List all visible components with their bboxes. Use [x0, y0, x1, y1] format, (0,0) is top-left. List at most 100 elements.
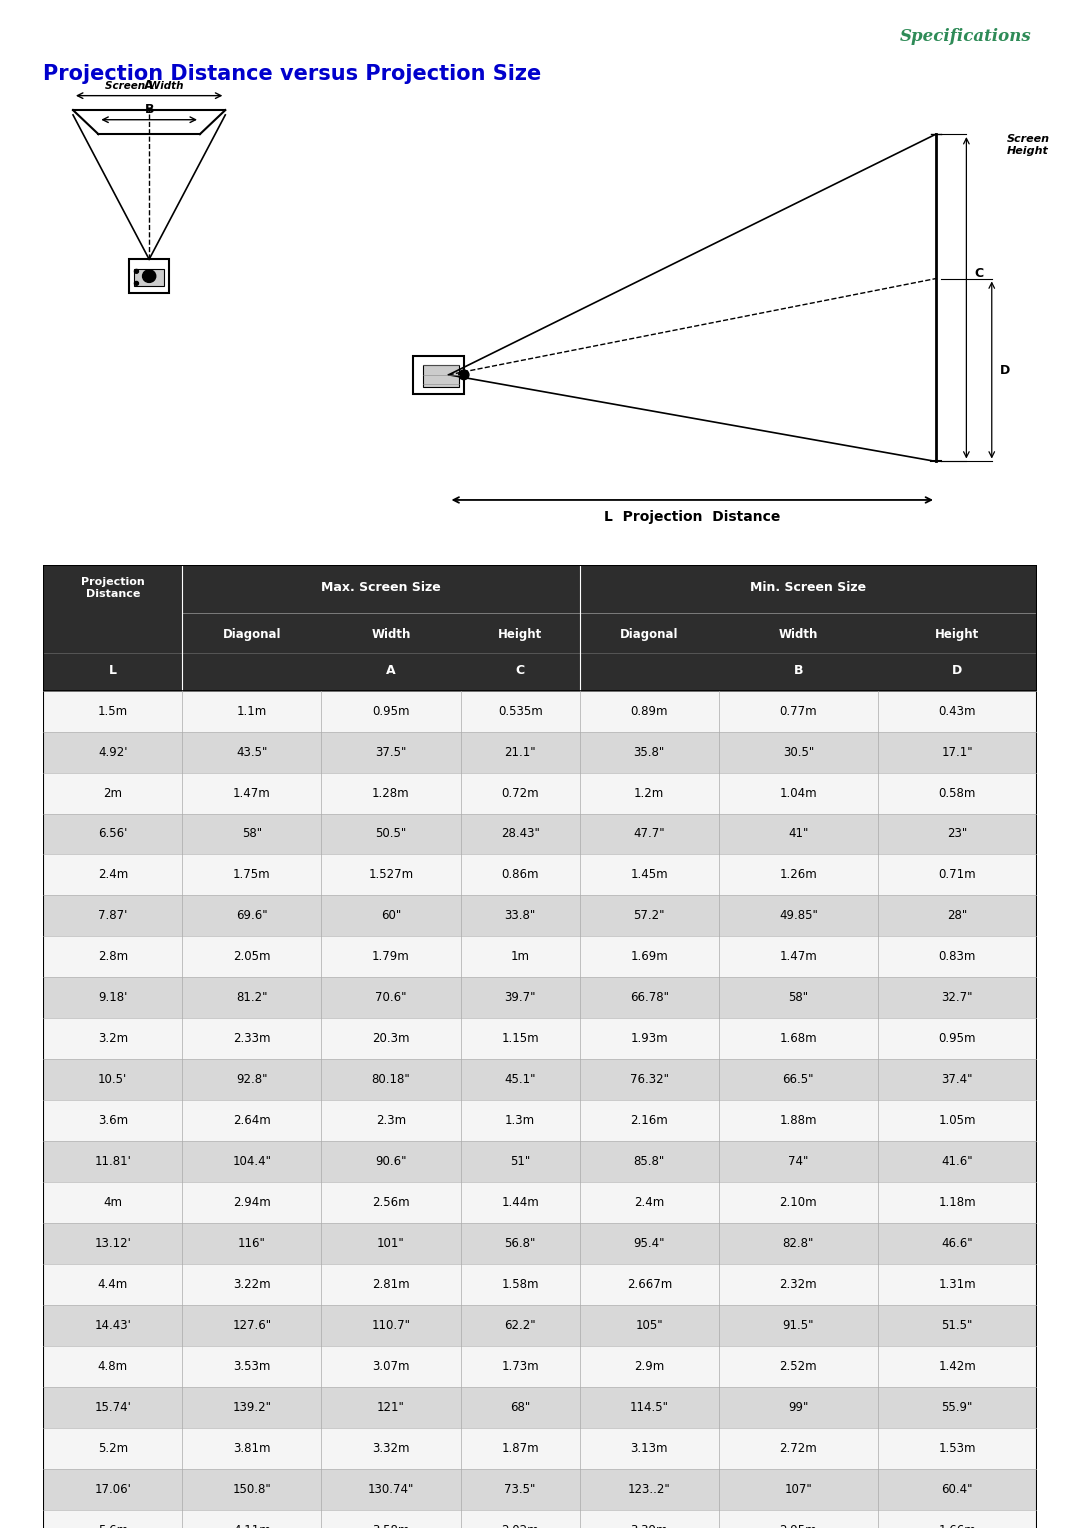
Text: 37.5": 37.5": [375, 746, 407, 758]
Text: 1m: 1m: [511, 950, 529, 963]
Text: D: D: [999, 364, 1010, 376]
Text: 46.6": 46.6": [942, 1238, 973, 1250]
Text: 1.28m: 1.28m: [373, 787, 409, 799]
Bar: [43, 895, 1037, 937]
Circle shape: [134, 281, 138, 286]
Text: 1.1m: 1.1m: [237, 704, 267, 718]
Bar: [43, 937, 1037, 978]
Text: Height: Height: [935, 628, 980, 640]
Text: Width: Width: [372, 628, 410, 640]
Bar: [43, 813, 1037, 854]
Text: 1.31m: 1.31m: [939, 1277, 976, 1291]
Text: 49.85": 49.85": [779, 909, 818, 923]
Text: 2.4m: 2.4m: [634, 1196, 664, 1209]
Text: 23": 23": [947, 828, 968, 840]
Text: 2.4m: 2.4m: [97, 868, 127, 882]
Text: 114.5": 114.5": [630, 1401, 669, 1413]
Text: 1.47m: 1.47m: [780, 950, 818, 963]
Text: L  Projection  Distance: L Projection Distance: [604, 510, 781, 524]
Text: 1.68m: 1.68m: [780, 1033, 818, 1045]
Text: 0.83m: 0.83m: [939, 950, 976, 963]
Text: 1.75m: 1.75m: [233, 868, 271, 882]
Text: 60": 60": [381, 909, 401, 923]
Text: 2.33m: 2.33m: [233, 1033, 271, 1045]
Text: 2.05m: 2.05m: [233, 950, 271, 963]
Text: 3.6m: 3.6m: [97, 1114, 127, 1128]
Text: 0.58m: 0.58m: [939, 787, 976, 799]
Text: 47.7": 47.7": [634, 828, 665, 840]
Text: 95.4": 95.4": [634, 1238, 665, 1250]
Circle shape: [459, 370, 469, 379]
Text: Width: Width: [779, 628, 818, 640]
Text: 11.81': 11.81': [94, 1155, 131, 1167]
Text: 2.64m: 2.64m: [233, 1114, 271, 1128]
Text: 0.77m: 0.77m: [780, 704, 818, 718]
Text: 43.5": 43.5": [237, 746, 268, 758]
Text: 10.5': 10.5': [98, 1073, 127, 1086]
Text: 91.5": 91.5": [783, 1319, 814, 1332]
Text: 3.13m: 3.13m: [631, 1442, 669, 1455]
Text: 66.5": 66.5": [783, 1073, 814, 1086]
Text: 0.95m: 0.95m: [373, 704, 409, 718]
Text: 2.72m: 2.72m: [780, 1442, 818, 1455]
Bar: [43, 1264, 1037, 1305]
Text: Height: Height: [498, 628, 542, 640]
Text: 60.4": 60.4": [942, 1482, 973, 1496]
Bar: [134, 269, 164, 286]
Text: 32.7": 32.7": [942, 992, 973, 1004]
Bar: [43, 732, 1037, 773]
Text: 76.32": 76.32": [630, 1073, 669, 1086]
Text: 82.8": 82.8": [783, 1238, 814, 1250]
Text: 1.66m: 1.66m: [939, 1523, 976, 1528]
Text: 73.5": 73.5": [504, 1482, 536, 1496]
Text: 2.56m: 2.56m: [373, 1196, 409, 1209]
Text: 85.8": 85.8": [634, 1155, 665, 1167]
Text: L: L: [109, 665, 117, 677]
Text: Specifications: Specifications: [900, 28, 1031, 44]
Text: 57.2": 57.2": [634, 909, 665, 923]
Text: 1.69m: 1.69m: [631, 950, 669, 963]
Text: 28.43": 28.43": [501, 828, 540, 840]
Bar: [423, 365, 459, 387]
Bar: [43, 773, 1037, 813]
Bar: [43, 1059, 1037, 1100]
Text: 1.44m: 1.44m: [501, 1196, 539, 1209]
Text: 1.53m: 1.53m: [939, 1442, 976, 1455]
Text: 2.8m: 2.8m: [97, 950, 127, 963]
Text: Max. Screen Size: Max. Screen Size: [321, 582, 441, 594]
Text: 2.667m: 2.667m: [626, 1277, 672, 1291]
Text: 69.6": 69.6": [237, 909, 268, 923]
Text: 1.527m: 1.527m: [368, 868, 414, 882]
Text: 1.04m: 1.04m: [780, 787, 818, 799]
Text: 0.43m: 0.43m: [939, 704, 976, 718]
Text: 1.87m: 1.87m: [501, 1442, 539, 1455]
Text: 3.22m: 3.22m: [233, 1277, 271, 1291]
Circle shape: [143, 270, 156, 283]
Text: Projection
Distance: Projection Distance: [81, 576, 145, 599]
Text: Diagonal: Diagonal: [620, 628, 678, 640]
Text: 1.58m: 1.58m: [501, 1277, 539, 1291]
Text: Screen
Height: Screen Height: [1007, 134, 1050, 156]
Circle shape: [134, 269, 138, 274]
Bar: [43, 1468, 1037, 1510]
Text: 4.8m: 4.8m: [97, 1360, 127, 1372]
Bar: [43, 1141, 1037, 1183]
Text: 4m: 4m: [104, 1196, 122, 1209]
Bar: [413, 356, 464, 394]
Text: 2.32m: 2.32m: [780, 1277, 818, 1291]
Text: 2.95m: 2.95m: [780, 1523, 818, 1528]
Text: 105": 105": [635, 1319, 663, 1332]
Text: 3.58m: 3.58m: [373, 1523, 409, 1528]
Text: 92.8": 92.8": [237, 1073, 268, 1086]
Text: D: D: [953, 665, 962, 677]
Text: 1.5m: 1.5m: [97, 704, 127, 718]
Text: 74": 74": [788, 1155, 809, 1167]
Text: 110.7": 110.7": [372, 1319, 410, 1332]
Text: 1.15m: 1.15m: [501, 1033, 539, 1045]
Text: A: A: [387, 665, 395, 677]
Text: 20.3m: 20.3m: [373, 1033, 409, 1045]
Text: 101": 101": [377, 1238, 405, 1250]
Bar: [43, 1387, 1037, 1427]
Bar: [43, 1222, 1037, 1264]
Bar: [43, 1100, 1037, 1141]
